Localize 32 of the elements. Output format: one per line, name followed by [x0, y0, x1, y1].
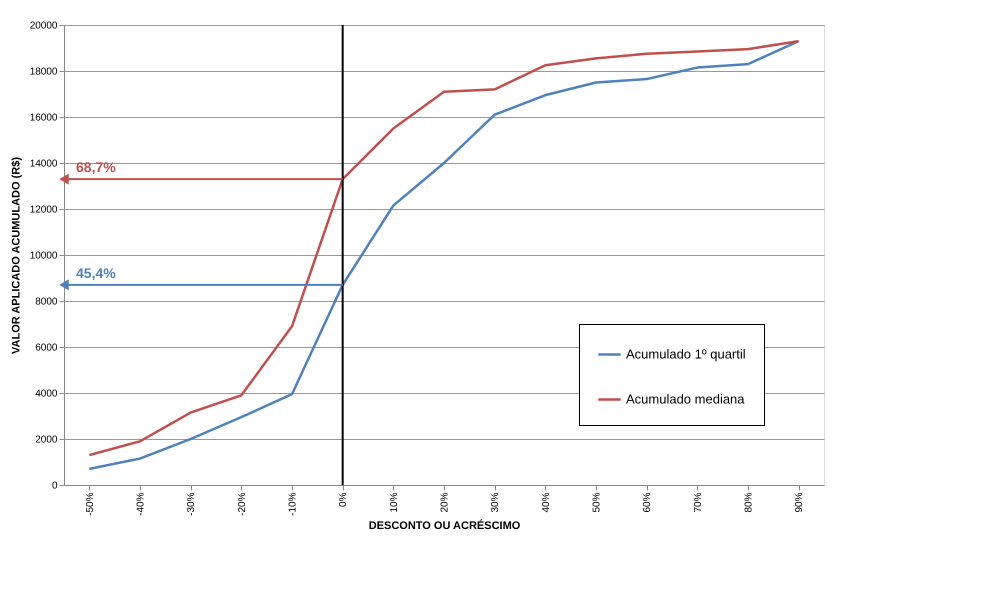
x-tick-label: -10%: [288, 492, 298, 516]
y-axis-title: VALOR APLICADO ACUMULADO (R$): [10, 156, 23, 354]
y-tick-label: 4000: [35, 388, 58, 400]
y-tick-label: 10000: [30, 250, 58, 262]
annotation: 45,4%: [76, 264, 116, 281]
annotation: 68,7%: [76, 159, 116, 176]
x-tick-label: 40%: [540, 492, 552, 513]
x-tick-label: -20%: [236, 492, 248, 516]
y-tick-label: 8000: [35, 296, 58, 308]
x-tick-label: 0%: [338, 492, 350, 507]
x-tick-label: 90%: [794, 492, 806, 513]
y-tick-label: 14000: [30, 158, 58, 170]
legend-label: Acumulado 1º quartil: [626, 346, 746, 362]
x-tick-label: 70%: [692, 492, 704, 513]
y-tick-label: 6000: [35, 342, 58, 354]
x-axis-title: DESCONTO OU ACRÉSCIMO: [368, 518, 521, 532]
x-tick-label: 20%: [440, 492, 450, 513]
legend-label: Acumulado mediana: [626, 392, 746, 406]
x-tick-label: 50%: [592, 492, 602, 513]
y-tick-label: 16000: [30, 112, 58, 124]
x-tick-label: -40%: [136, 492, 146, 516]
y-tick-label: 20000: [30, 20, 58, 32]
y-tick-label: 12000: [30, 204, 58, 216]
x-tick-label: 80%: [744, 492, 754, 513]
x-tick-label: 30%: [490, 492, 502, 513]
x-tick-label: 10%: [388, 492, 400, 513]
y-tick-label: 18000: [30, 66, 58, 78]
y-tick-label: 0: [52, 480, 58, 492]
x-tick-label: -30%: [186, 492, 198, 516]
y-tick-label: 2000: [35, 434, 58, 446]
x-tick-label: 60%: [642, 492, 654, 513]
x-tick-label: -50%: [84, 492, 96, 516]
